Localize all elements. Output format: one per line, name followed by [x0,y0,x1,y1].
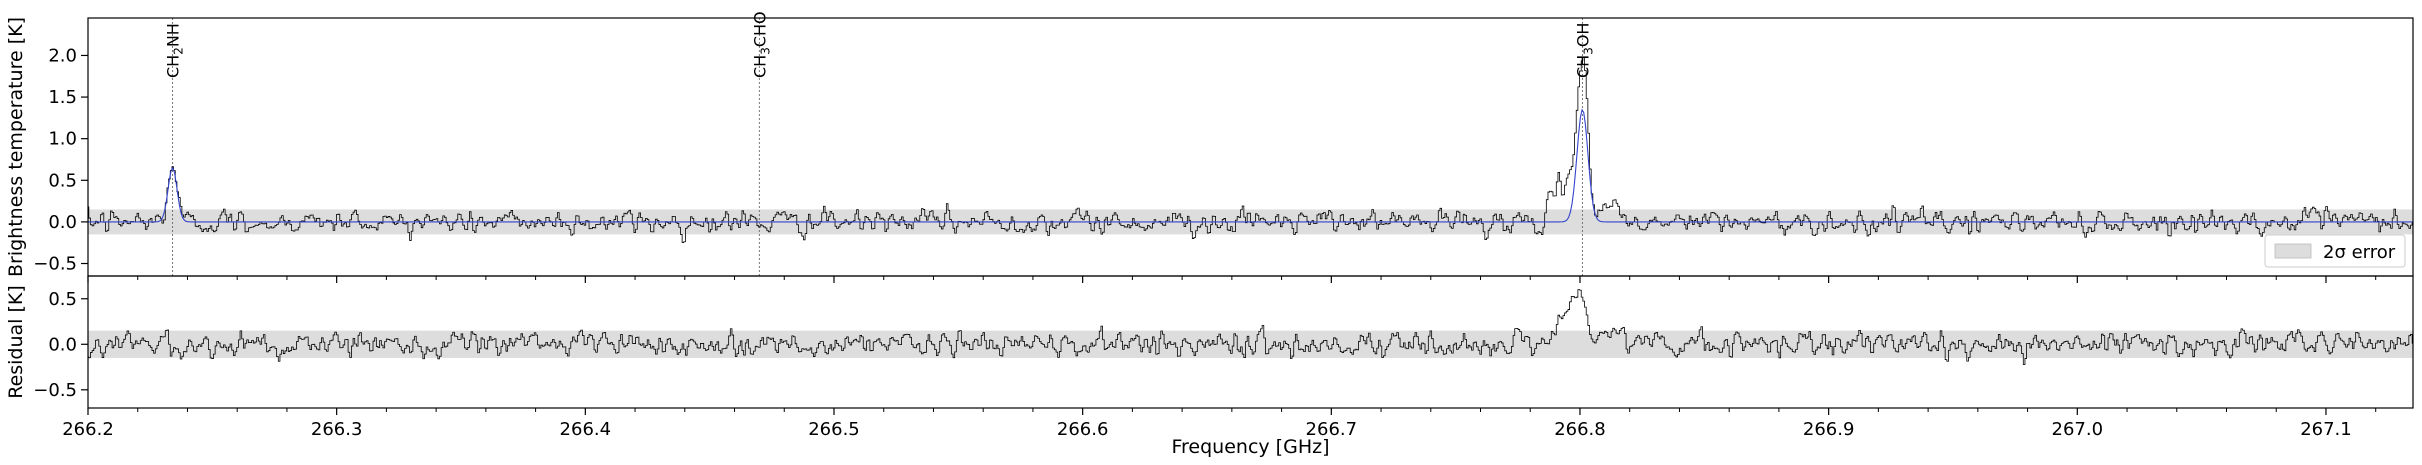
x-tick-label-9: 267.1 [2300,419,2352,440]
series-model-spectrum [88,108,2413,223]
series-observed-spectrum [88,56,2413,244]
residual-panel: −0.5 0.0 0.5 266.2 266.3 266.4 266.5 266.6 266.… [33,275,2414,440]
x-tick-label-6: 266.8 [1554,419,1606,440]
residual-ytick-label-1: 0.0 [48,334,77,355]
residual-panel-frame [87,275,2414,409]
residual-ytick-label-0: −0.5 [33,380,77,401]
legend-label-error-band: 2σ error [2323,242,2396,263]
error-band-residual [88,330,2413,358]
y-axis-label-residual: Residual [K] [5,285,27,399]
spectrum-ytick-label-2: 0.5 [48,170,77,191]
x-tick-label-1: 266.3 [311,419,363,440]
series-residual [88,289,2413,365]
spectrum-ytick-label-1: 0.0 [48,212,77,233]
legend-swatch-error-band [2274,243,2312,259]
spectrum-ytick-label-3: 1.0 [48,129,77,150]
x-tick-label-7: 266.9 [1803,419,1855,440]
spectrum-ytick-label-4: 1.5 [48,87,77,108]
line-marker-label-2: CH3OH [1573,23,1595,78]
x-tick-label-4: 266.6 [1057,419,1109,440]
spectrum-panel-frame [87,17,2414,277]
x-tick-label-3: 266.5 [808,419,860,440]
line-marker-label-0: CH2NH [164,23,186,78]
spectrum-ytick-label-5: 2.0 [48,45,77,66]
legend: 2σ error [2264,234,2406,268]
spectrum-ytick-label-0: −0.5 [33,254,77,275]
residual-ytick-label-2: 0.5 [48,289,77,310]
x-tick-label-0: 266.2 [62,419,114,440]
x-tick-label-2: 266.4 [560,419,612,440]
legend-box [2264,234,2406,268]
x-tick-label-5: 266.7 [1306,419,1358,440]
x-tick-label-8: 267.0 [2052,419,2104,440]
line-marker-label-1: CH3CHO [750,11,772,78]
x-axis-label: Frequency [GHz] [1171,436,1329,458]
y-axis-label-spectrum: Brightness temperature [K] [5,17,27,277]
spectrum-panel: −0.5 0.0 0.5 1.0 1.5 2.0 2σ error CH2NH CH3CHO… [33,11,2414,283]
